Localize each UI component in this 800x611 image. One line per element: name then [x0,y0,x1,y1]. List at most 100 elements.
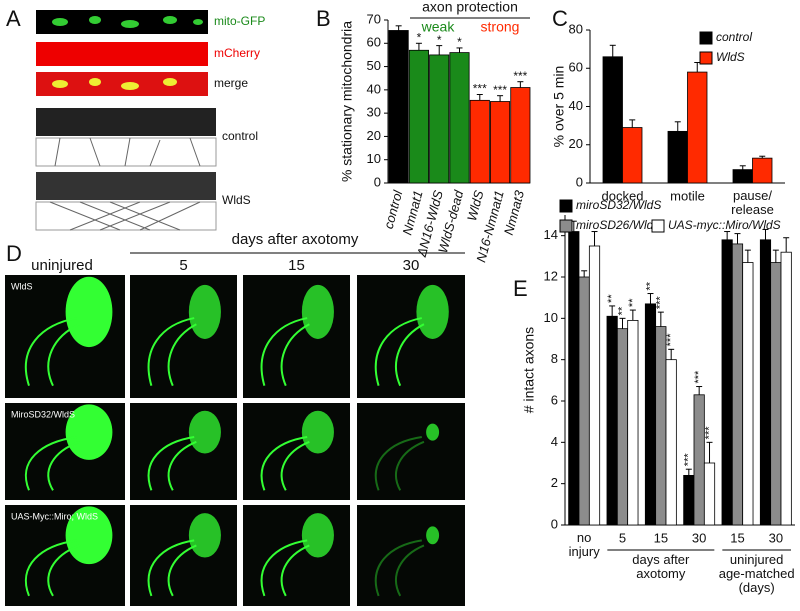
bar [602,56,623,184]
legend-label: control [716,30,752,44]
y-tick-label: 20 [569,136,583,151]
micrograph [130,505,237,606]
annotation: axon protection [422,0,518,15]
control-lines [54,137,201,167]
control-kymograph [36,108,216,136]
legend-label: miroSD32/WldS [576,198,661,212]
y-tick-label: 60 [367,35,381,50]
micrograph [357,275,465,398]
axons [260,317,310,387]
bar [578,276,590,526]
micrograph [130,275,237,398]
axons [374,435,425,491]
x-tick-label: motile [670,188,705,203]
panel-letter: E [513,276,528,301]
y-axis-label: % over 5 min [551,66,567,148]
label: control [222,129,258,143]
y-tick-label: 10 [367,151,381,166]
merge-dots [52,78,177,90]
axons [374,539,425,597]
panel-letter: C [552,6,568,31]
cell-body [65,404,113,460]
panel-letter: B [316,6,331,31]
wlds-trace [35,201,217,231]
cell-body [188,284,221,339]
bar [693,394,705,526]
axons [24,317,80,387]
x-tick-label: docked [602,188,644,203]
legend-label: miroSD26/WldS [576,218,661,232]
cell-body [301,410,334,454]
bar [490,101,511,184]
x-tick-label: WldS [464,188,487,222]
y-tick-label: 14 [544,227,558,242]
bar [644,303,657,526]
axons [147,317,197,387]
bar [408,49,429,184]
significance: ** [606,294,618,303]
group-label: uninjured age-matched (days) [719,552,795,595]
annotation: strong [481,19,520,35]
significance: ** [627,298,639,307]
cell-body [301,284,334,339]
y-tick-label: 80 [569,21,583,36]
column-label: 30 [403,257,420,274]
y-tick-label: 4 [551,434,558,449]
axons [24,539,80,597]
bar [606,315,618,526]
y-tick-label: 70 [367,11,381,26]
y-tick-label: 20 [367,128,381,143]
bar [568,231,580,526]
x-tick-label: 5 [619,530,626,545]
significance: * [437,33,442,47]
x-tick-label: 30 [692,530,706,545]
bar [759,239,772,526]
row-label: WldS [11,281,33,291]
y-tick-label: 60 [569,60,583,75]
axons [374,317,425,387]
axons [260,539,310,597]
y-tick-label: 0 [374,174,381,189]
significance: *** [703,426,715,440]
significance: *** [693,370,705,384]
micrograph [243,403,350,500]
bar [683,474,695,526]
panel-letter: D [6,241,22,266]
bar [721,239,733,526]
micrograph [357,505,465,606]
cell-body [426,423,440,441]
x-tick-label: 15 [730,530,744,545]
legend-label: UAS-myc::Miro/WldS [668,218,781,232]
group-label: days after axotomy [632,552,690,581]
bar [742,262,754,526]
cell-body [416,284,449,339]
micrograph [130,403,237,500]
bar [703,462,716,526]
x-tick-label: pause/release [731,188,774,217]
x-tick-label: 15 [654,530,668,545]
cell-body [426,526,440,545]
cell-body [188,410,221,454]
bar [687,71,708,184]
cell-body [65,276,113,348]
column-label: 15 [288,257,305,274]
bar [752,157,773,184]
legend-swatch [699,51,713,65]
significance: *** [493,83,507,97]
bar [616,328,629,526]
micrograph [243,505,350,606]
annotation: weak [421,19,456,35]
legend-swatch [559,199,573,213]
axons [260,435,310,491]
significance: ** [616,306,628,315]
significance: * [417,30,422,44]
header: days after axotomy [232,231,359,248]
significance: *** [473,82,487,96]
significance: ** [644,281,656,290]
cell-body [65,506,113,565]
bar [780,251,792,526]
y-axis-label: % stationary mitochondria [339,21,355,182]
bar [622,127,643,184]
label: WldS [222,193,251,207]
